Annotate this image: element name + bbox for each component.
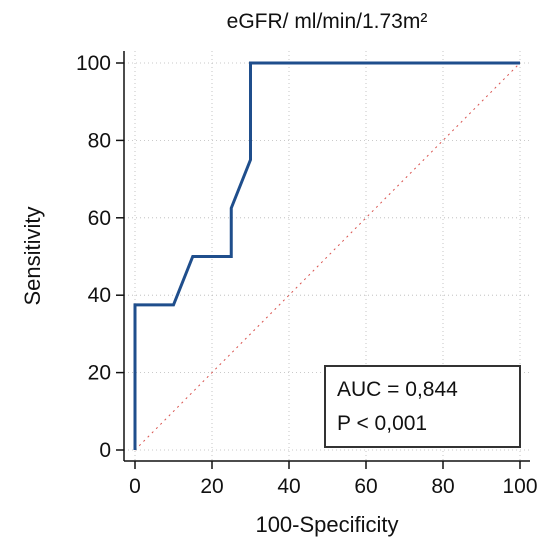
x-ticks: 0 20 40 60 80 100	[129, 461, 538, 498]
reference-diagonal-line	[134, 62, 521, 451]
x-tick-label: 60	[354, 475, 377, 498]
plot-area	[123, 51, 530, 462]
y-axis-label: Sensitivity	[20, 206, 45, 305]
y-tick-label: 100	[76, 52, 111, 75]
series-layer	[133, 61, 521, 451]
auc-value: AUC = 0,844	[337, 378, 458, 401]
x-tick-label: 0	[129, 475, 141, 498]
y-tick-label: 20	[88, 362, 111, 385]
x-tick-label: 80	[431, 475, 454, 498]
p-value: P < 0,001	[337, 412, 427, 435]
x-tick-label: 20	[200, 475, 223, 498]
auc-annotation-box	[324, 365, 521, 448]
y-tick-label: 40	[88, 284, 111, 307]
y-tick-label: 0	[99, 439, 111, 462]
y-tick-label: 60	[88, 207, 111, 230]
y-tick-label: 80	[88, 129, 111, 152]
chart-title: eGFR/ ml/min/1.73m²	[227, 10, 428, 33]
roc-curve	[133, 61, 520, 450]
x-tick-label: 100	[502, 475, 537, 498]
y-ticks: 0 20 40 60 80 100	[76, 52, 124, 462]
x-axis-label: 100-Specificity	[255, 512, 398, 537]
auc-annotation: AUC = 0,844 P < 0,001	[324, 365, 521, 448]
x-tick-label: 40	[277, 475, 300, 498]
